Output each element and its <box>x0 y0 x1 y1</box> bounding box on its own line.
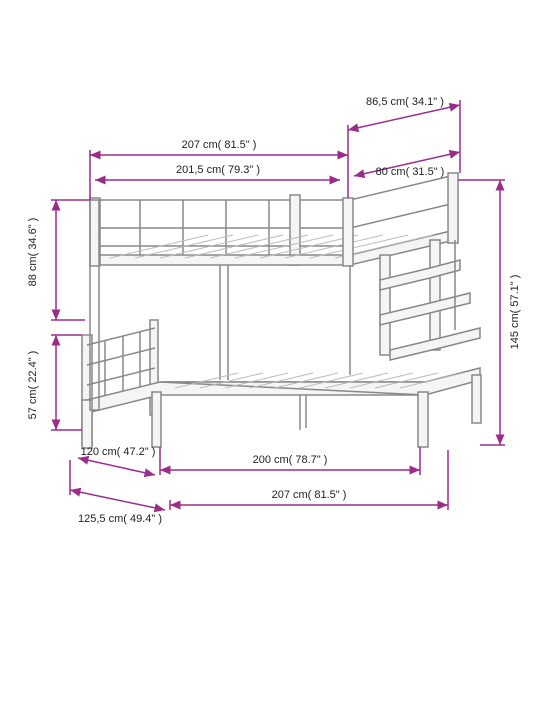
dim-total-height: 145 cm( 57.1" ) <box>509 275 521 350</box>
dim-bottom-len: 200 cm( 78.7" ) <box>253 454 328 466</box>
dim-inner-width: 201,5 cm( 79.3" ) <box>176 164 260 176</box>
dim-top-depth: 86,5 cm( 34.1" ) <box>366 96 444 108</box>
bunk-bed-illustration <box>82 173 481 448</box>
dim-lower-rail: 57 cm( 22.4" ) <box>27 351 39 420</box>
dim-inner-depth: 80 cm( 31.5" ) <box>376 166 445 178</box>
dimension-lines: 86,5 cm( 34.1" ) 207 cm( 81.5" ) 201,5 c… <box>27 96 521 525</box>
dimension-drawing: 86,5 cm( 34.1" ) 207 cm( 81.5" ) 201,5 c… <box>0 0 540 720</box>
dim-rail-height: 88 cm( 34.6" ) <box>27 218 39 287</box>
dim-top-width: 207 cm( 81.5" ) <box>182 139 257 151</box>
dim-outer-depth: 125,5 cm( 49.4" ) <box>78 513 162 525</box>
dim-bottom-depth: 120 cm( 47.2" ) <box>81 446 156 458</box>
diagram-container: 86,5 cm( 34.1" ) 207 cm( 81.5" ) 201,5 c… <box>0 0 540 720</box>
dim-outer-len: 207 cm( 81.5" ) <box>272 489 347 501</box>
